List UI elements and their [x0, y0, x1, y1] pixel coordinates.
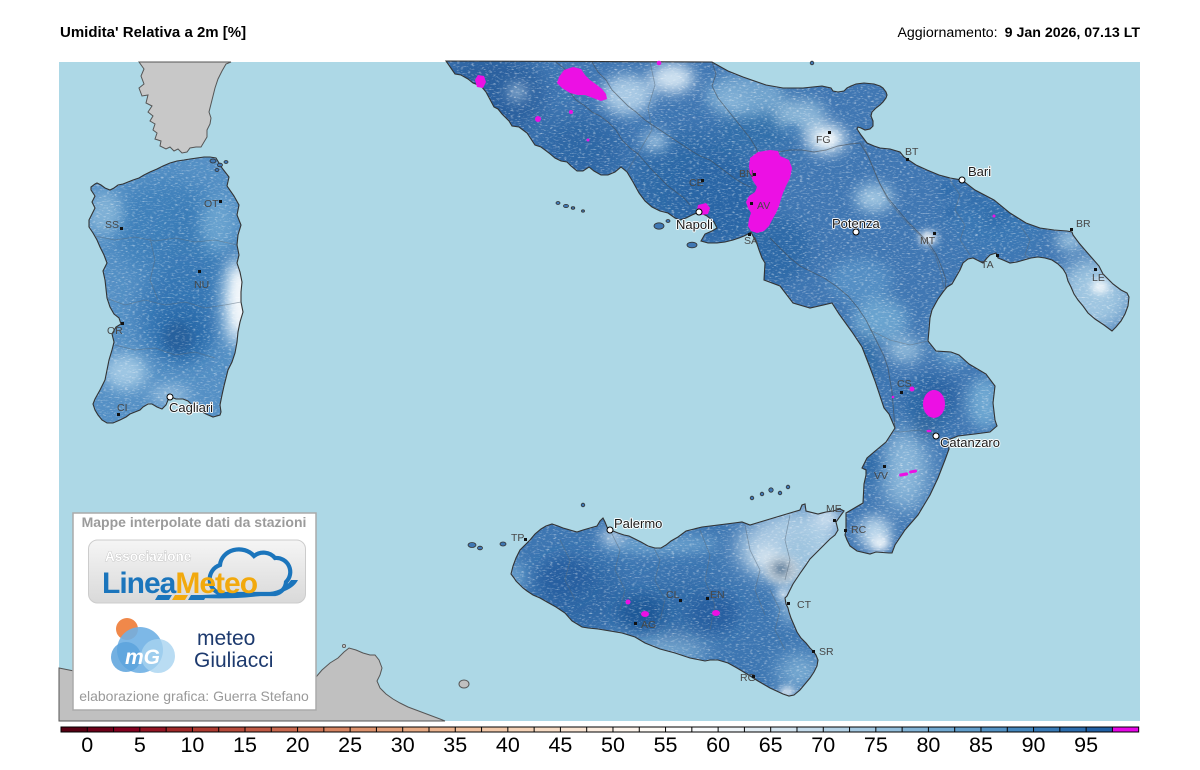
svg-text:Bari: Bari [968, 164, 991, 179]
svg-text:25: 25 [338, 733, 362, 757]
svg-text:Potenza: Potenza [832, 216, 880, 231]
svg-text:VV: VV [874, 470, 888, 482]
svg-text:55: 55 [654, 733, 678, 757]
svg-text:Palermo: Palermo [614, 516, 662, 531]
svg-text:RC: RC [851, 524, 867, 536]
svg-text:SA: SA [744, 235, 758, 247]
svg-text:mG: mG [125, 646, 160, 669]
svg-text:elaborazione grafica: Guerra S: elaborazione grafica: Guerra Stefano [79, 688, 309, 704]
svg-text:CL: CL [666, 589, 680, 601]
svg-text:Cagliari: Cagliari [169, 400, 213, 415]
svg-text:85: 85 [969, 733, 993, 757]
svg-text:BT: BT [905, 146, 919, 158]
svg-text:AV: AV [757, 200, 770, 212]
svg-text:20: 20 [286, 733, 310, 757]
svg-text:BR: BR [1076, 218, 1091, 230]
svg-text:Umidita' Relativa a 2m [%]: Umidita' Relativa a 2m [%] [60, 24, 246, 41]
svg-text:15: 15 [233, 733, 257, 757]
svg-text:Giuliacci: Giuliacci [194, 649, 273, 672]
svg-text:95: 95 [1074, 733, 1098, 757]
svg-text:BN: BN [739, 168, 754, 180]
svg-text:35: 35 [443, 733, 467, 757]
svg-text:OT: OT [204, 198, 219, 210]
svg-text:AG: AG [641, 619, 656, 631]
svg-text:CE: CE [689, 177, 704, 189]
svg-text:SS: SS [105, 219, 119, 231]
svg-text:40: 40 [496, 733, 520, 757]
svg-text:80: 80 [916, 733, 940, 757]
svg-text:CI: CI [117, 402, 128, 414]
svg-text:TA: TA [981, 259, 994, 271]
svg-text:meteo: meteo [197, 627, 255, 650]
svg-text:Mappe interpolate dati da staz: Mappe interpolate dati da stazioni [82, 514, 307, 530]
svg-text:LineaMeteo: LineaMeteo [102, 567, 258, 600]
svg-text:CS: CS [897, 378, 912, 390]
svg-text:RG: RG [740, 672, 756, 684]
svg-text:75: 75 [864, 733, 888, 757]
svg-text:NU: NU [194, 279, 209, 291]
svg-text:Napoli: Napoli [676, 217, 713, 232]
svg-text:30: 30 [391, 733, 415, 757]
svg-text:65: 65 [759, 733, 783, 757]
svg-text:OR: OR [107, 325, 123, 337]
svg-text:MT: MT [920, 235, 936, 247]
svg-text:90: 90 [1022, 733, 1046, 757]
svg-text:FG: FG [816, 134, 831, 146]
svg-text:CT: CT [797, 599, 812, 611]
svg-text:0: 0 [81, 733, 93, 757]
svg-text:45: 45 [548, 733, 572, 757]
svg-text:EN: EN [710, 589, 725, 601]
svg-text:TP: TP [511, 532, 524, 544]
svg-text:50: 50 [601, 733, 625, 757]
svg-text:Associazione: Associazione [105, 549, 192, 564]
svg-text:70: 70 [811, 733, 835, 757]
svg-text:ME: ME [826, 503, 842, 515]
svg-text:Aggiornamento:9 Jan 2026, 07.1: Aggiornamento: 9 Jan 2026, 07.13 LT [897, 25, 1140, 41]
svg-text:SR: SR [819, 646, 834, 658]
svg-text:10: 10 [180, 733, 204, 757]
svg-text:Catanzaro: Catanzaro [940, 435, 1000, 450]
svg-text:LE: LE [1092, 272, 1105, 284]
svg-text:60: 60 [706, 733, 730, 757]
svg-text:5: 5 [134, 733, 146, 757]
